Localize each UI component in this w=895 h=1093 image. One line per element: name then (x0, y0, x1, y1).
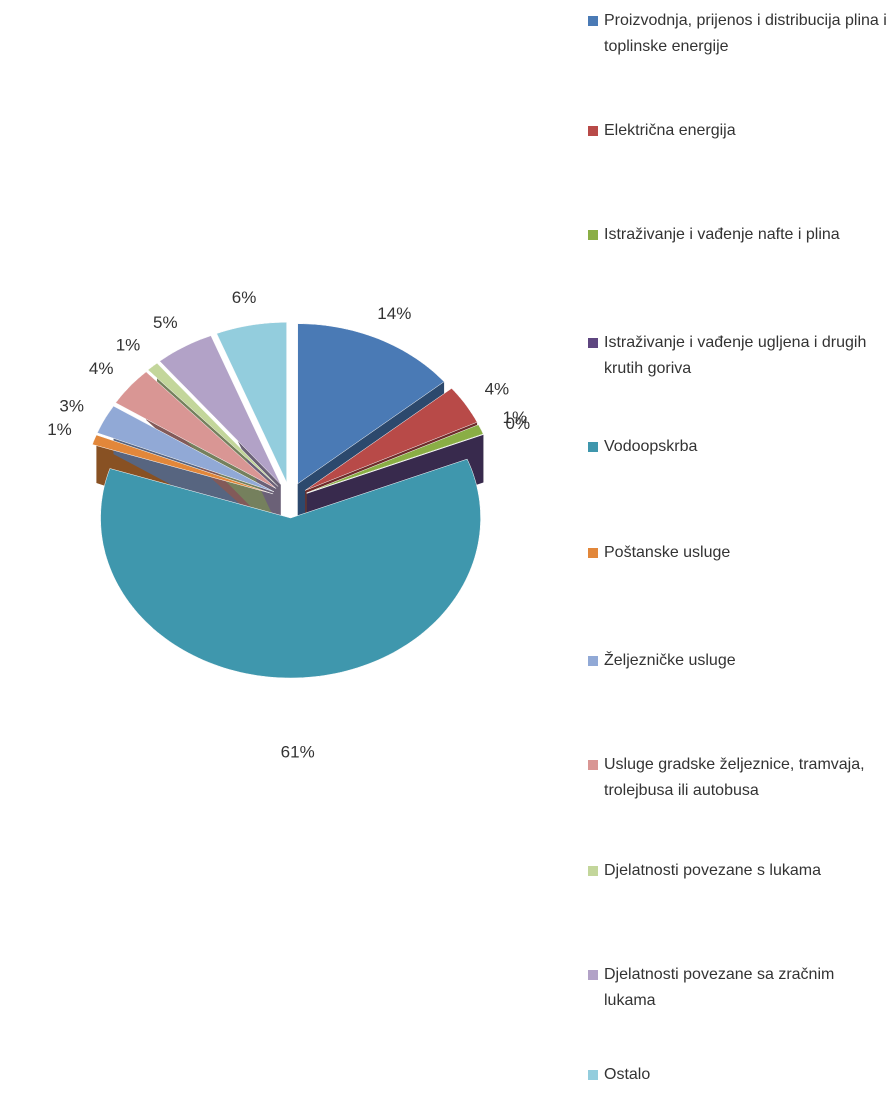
slice (297, 323, 445, 485)
legend-item: Električna energija (588, 118, 888, 144)
slice (96, 405, 275, 493)
legend-item: Istraživanje i vađenje nafte i plina (588, 222, 888, 248)
data-label: 0% (506, 414, 531, 433)
legend-swatch (588, 1070, 598, 1080)
legend-label: Usluge gradske željeznice, tramvaja, tro… (604, 756, 865, 799)
legend-label: Željezničke usluge (604, 652, 736, 669)
legend-swatch (588, 338, 598, 348)
legend-label: Istraživanje i vađenje ugljena i drugih … (604, 334, 867, 377)
slice (216, 322, 287, 483)
legend-swatch (588, 126, 598, 136)
data-label: 1% (503, 408, 528, 427)
legend-item: Željezničke usluge (588, 648, 888, 674)
legend-label: Ostalo (604, 1066, 651, 1083)
slice (306, 434, 484, 494)
legend-item: Ostalo (588, 1062, 888, 1088)
legend-label: Električna energija (604, 122, 736, 139)
legend-item: Poštanske usluge (588, 540, 888, 566)
legend-swatch (588, 656, 598, 666)
chart: 14%4%1%0%61%1%3%4%1%5%6% (47, 288, 531, 761)
data-label: 3% (59, 396, 84, 415)
data-label: 6% (232, 288, 257, 307)
legend-label: Proizvodnja, prijenos i distribucija pli… (604, 12, 887, 55)
legend-swatch (588, 866, 598, 876)
legend-label: Poštanske usluge (604, 544, 731, 561)
legend-item: Istraživanje i vađenje ugljena i drugih … (588, 330, 888, 382)
slice (100, 458, 481, 679)
legend-item: Djelatnosti povezane sa zračnim lukama (588, 962, 888, 1014)
legend-label: Istraživanje i vađenje nafte i plina (604, 226, 840, 243)
data-label: 1% (116, 336, 141, 355)
data-label: 4% (485, 380, 510, 399)
slice (306, 424, 484, 494)
slice (305, 388, 478, 491)
data-label: 4% (89, 359, 114, 378)
data-label: 14% (377, 304, 411, 323)
slice (147, 362, 279, 487)
slice (159, 335, 282, 485)
legend-swatch (588, 442, 598, 452)
legend-swatch (588, 970, 598, 980)
data-label: 61% (281, 742, 315, 761)
legend-swatch (588, 230, 598, 240)
data-label: 1% (47, 420, 72, 439)
slice (92, 434, 274, 495)
legend-item: Vodoopskrba (588, 434, 888, 460)
legend-swatch (588, 16, 598, 26)
legend-item: Djelatnosti povezane s lukama (588, 858, 888, 884)
data-label: 5% (153, 313, 178, 332)
legend-label: Djelatnosti povezane s lukama (604, 862, 822, 879)
legend-label: Vodoopskrba (604, 438, 698, 455)
legend-swatch (588, 760, 598, 770)
legend-item: Proizvodnja, prijenos i distribucija pli… (588, 8, 888, 60)
legend-swatch (588, 548, 598, 558)
legend-item: Usluge gradske željeznice, tramvaja, tro… (588, 752, 888, 804)
slice (115, 371, 277, 489)
legend-label: Djelatnosti povezane sa zračnim lukama (604, 966, 835, 1009)
